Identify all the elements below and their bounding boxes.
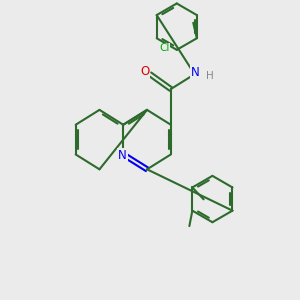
Text: H: H <box>206 71 213 81</box>
Text: Cl: Cl <box>159 44 169 53</box>
Text: N: N <box>118 148 127 162</box>
Text: O: O <box>140 65 149 78</box>
Text: N: N <box>191 66 200 79</box>
